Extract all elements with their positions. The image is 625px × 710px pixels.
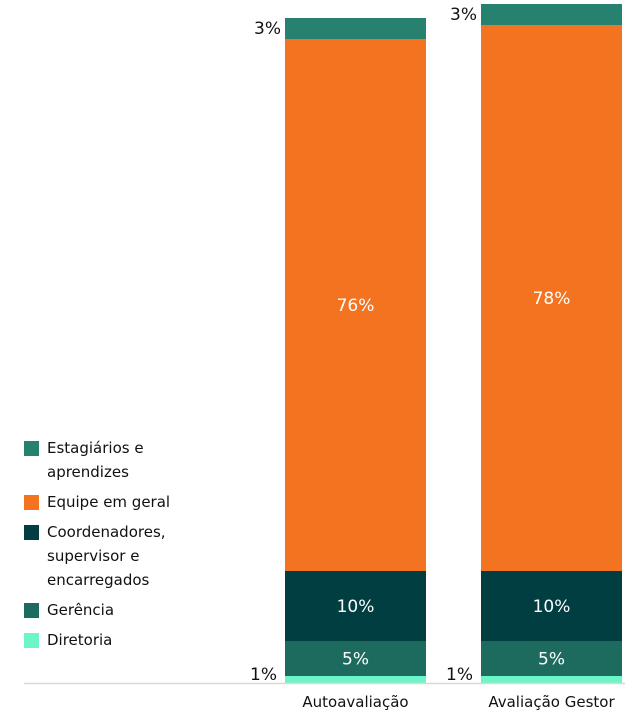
bar-segment-0-1 xyxy=(285,641,426,676)
legend-swatch xyxy=(24,495,39,510)
legend-label: Estagiários e aprendizes xyxy=(47,439,144,481)
legend: Estagiários e aprendizes Equipe em geral… xyxy=(24,436,224,658)
legend-label: Gerência xyxy=(47,601,115,619)
bar-segment-0-0 xyxy=(285,676,426,683)
data-label: 5% xyxy=(342,650,369,670)
legend-item-diretoria: Diretoria xyxy=(24,628,224,652)
data-label: 3% xyxy=(254,19,281,39)
legend-swatch xyxy=(24,603,39,618)
data-label: 10% xyxy=(337,597,375,617)
data-label: 1% xyxy=(250,665,277,685)
bar-segment-1-0 xyxy=(481,676,622,683)
data-label: 5% xyxy=(538,650,565,670)
bar-segment-0-3 xyxy=(285,39,426,571)
data-label: 10% xyxy=(533,597,571,617)
bar-segment-1-3 xyxy=(481,25,622,571)
data-label: 78% xyxy=(533,289,571,309)
bar-segment-0-4 xyxy=(285,18,426,39)
legend-swatch xyxy=(24,633,39,648)
data-label: 76% xyxy=(337,296,375,316)
legend-swatch xyxy=(24,525,39,540)
legend-label: Diretoria xyxy=(47,631,113,649)
legend-label: Equipe em geral xyxy=(47,493,171,511)
data-label: 1% xyxy=(446,665,473,685)
bar-segment-1-1 xyxy=(481,641,622,676)
legend-swatch xyxy=(24,441,39,456)
bar-segment-1-2 xyxy=(481,571,622,641)
category-label: Autoavaliação xyxy=(302,693,408,710)
legend-item-gerencia: Gerência xyxy=(24,598,224,622)
data-label: 3% xyxy=(450,5,477,25)
legend-label: Coordenadores, supervisor e encarregados xyxy=(47,523,166,589)
legend-item-coordenadores: Coordenadores, supervisor e encarregados xyxy=(24,520,224,592)
legend-item-equipe: Equipe em geral xyxy=(24,490,224,514)
bar-segment-1-4 xyxy=(481,4,622,25)
category-label: Avaliação Gestor xyxy=(488,693,615,710)
bar-segment-0-2 xyxy=(285,571,426,641)
legend-item-estagiarios: Estagiários e aprendizes xyxy=(24,436,224,484)
